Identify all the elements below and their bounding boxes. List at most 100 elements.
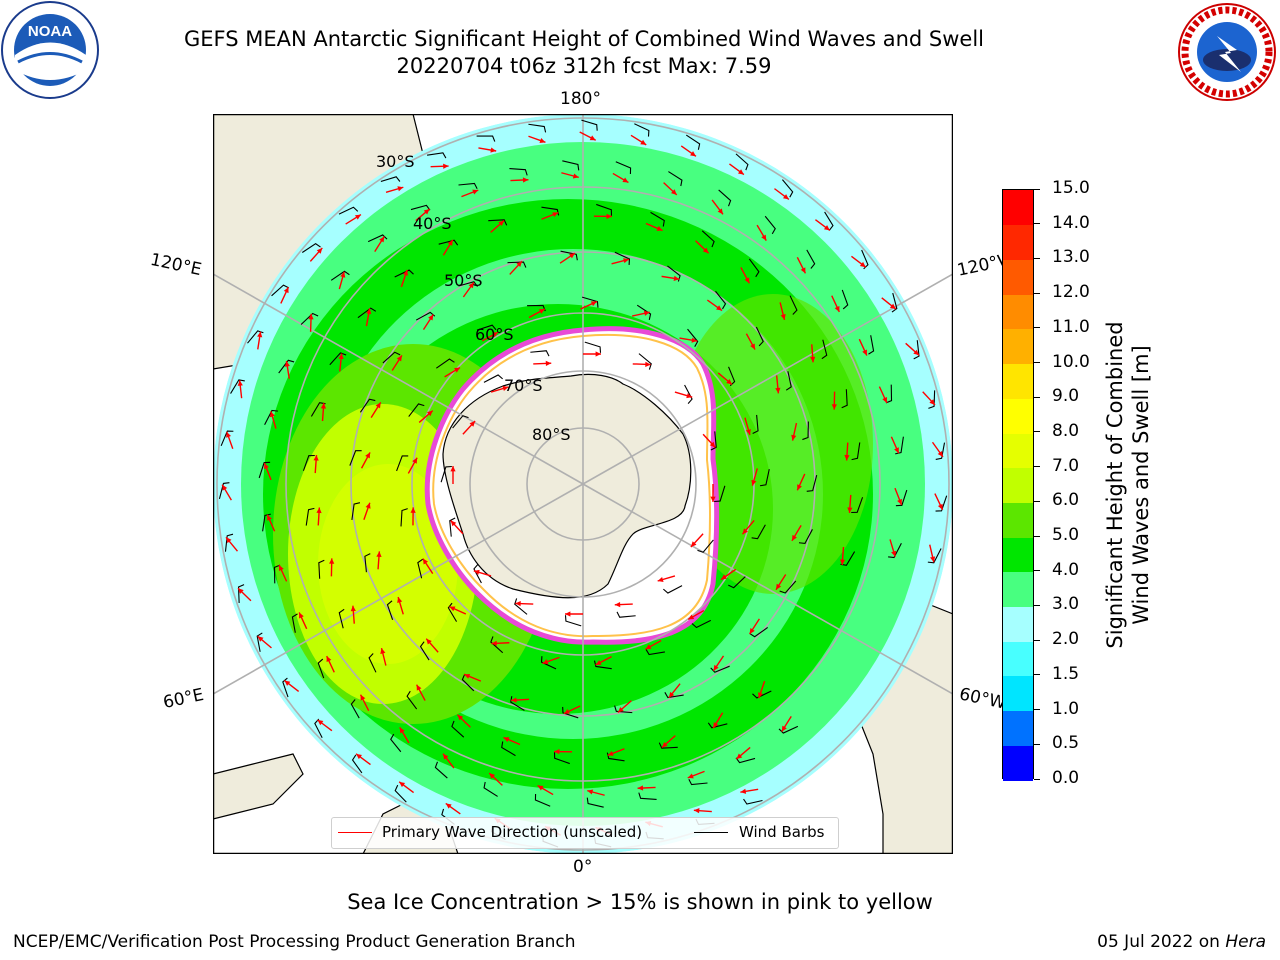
wind-barb: [458, 182, 478, 190]
wind-barb: [282, 677, 289, 698]
wave-arrow-head: [690, 541, 697, 547]
wave-arrow-head: [356, 753, 362, 760]
colorbar-tick: [1034, 778, 1040, 780]
wave-arrow-head: [937, 450, 943, 457]
wind-barb: [668, 171, 683, 187]
wind-barb: [258, 461, 271, 479]
wave-arrow-head: [222, 484, 228, 491]
wind-barb: [841, 289, 849, 310]
wind-barb: [451, 720, 465, 738]
wave-arrow-head: [673, 275, 680, 281]
wave-arrow-head: [454, 367, 461, 373]
wind-barb: [586, 797, 604, 808]
colorbar-segment: [1003, 467, 1033, 503]
wave-arrow-head: [745, 429, 751, 436]
wave-arrow-head: [744, 277, 750, 284]
wave-arrow-head: [472, 189, 479, 195]
wave-arrow-head: [375, 402, 381, 409]
wind-barb: [218, 482, 230, 500]
wave-arrow-head: [397, 186, 404, 192]
date-stamp: 05 Jul 2022 on Hera: [1097, 932, 1266, 952]
wave-arrow-head: [360, 694, 366, 701]
wave-arrow-head: [410, 507, 416, 513]
colorbar-tick: [1034, 639, 1040, 641]
wave-arrow-head: [267, 514, 272, 521]
noaa-logo: NOAA: [0, 0, 104, 108]
wind-barb: [302, 454, 315, 471]
wave-arrow-head: [740, 788, 747, 794]
wave-arrow-head: [623, 258, 629, 264]
wave-arrow-head: [464, 673, 471, 679]
wave-arrow-head: [607, 750, 614, 756]
wave-arrow-head: [284, 361, 290, 367]
graticule: [213, 114, 953, 854]
wave-arrow-head: [913, 349, 920, 356]
wave-arrow-head: [713, 722, 719, 729]
wind-barb: [687, 328, 699, 347]
wave-arrow-head: [522, 177, 529, 183]
wave-arrow-head: [742, 528, 748, 535]
wave-arrow-head: [590, 301, 597, 307]
wave-arrow-head: [671, 189, 677, 195]
wave-arrow-head: [423, 208, 430, 215]
wave-arrow-head: [897, 498, 903, 505]
wind-barb: [684, 384, 693, 404]
wave-arrow-head: [226, 431, 232, 438]
colorbar-segment: [1003, 710, 1033, 746]
wind-barb: [645, 649, 665, 656]
wave-arrow-head: [839, 559, 846, 565]
wave-arrow-head: [397, 597, 403, 603]
wind-barb: [562, 160, 580, 171]
colorbar-tick: [1034, 327, 1040, 329]
chart-subtitle: 20220704 t06z 312h fcst Max: 7.59: [396, 54, 772, 78]
wave-arrow-head: [614, 601, 621, 608]
colorbar-segment: [1003, 606, 1033, 642]
map-border: [213, 114, 953, 854]
colorbar-tick: [1034, 396, 1040, 398]
wave-arrow-head: [226, 537, 232, 544]
wind-barb: [350, 699, 360, 719]
wave-arrow-head: [313, 455, 319, 461]
wind-barb: [449, 517, 456, 537]
colorbar-tick-label: 10.0: [1052, 351, 1090, 372]
colorbar-tick: [1034, 743, 1040, 745]
wind-barb: [785, 371, 792, 391]
wind-barb: [410, 204, 431, 211]
wind-barb: [510, 696, 525, 711]
wave-arrow-head: [380, 648, 386, 655]
colorbar-tick-label: 15.0: [1052, 178, 1090, 198]
wind-barb: [528, 123, 547, 133]
wave-arrow-head: [457, 714, 464, 721]
lat-label-70s: 70°S: [504, 376, 543, 395]
wind-barb: [220, 430, 234, 447]
wind-barb: [752, 414, 759, 434]
wave-arrow-head: [316, 507, 322, 514]
wave-arrow-head: [237, 380, 243, 386]
wave-arrow-head: [469, 421, 476, 427]
wind-barb: [802, 421, 809, 441]
wind-barb: [759, 469, 770, 487]
wind-barb: [664, 692, 684, 699]
wind-barb: [596, 203, 613, 216]
lat-label-40s: 40°S: [413, 214, 452, 233]
colorbar-tick-label: 2.0: [1052, 629, 1080, 650]
wind-barb: [291, 613, 298, 633]
colorbar-segment: [1003, 259, 1033, 295]
wind-barb: [888, 543, 902, 559]
wave-arrow-head: [587, 789, 594, 795]
wave-arrow-head: [606, 213, 612, 219]
polar-map: [213, 114, 953, 854]
wave-arrow-head: [299, 612, 304, 619]
wind-barb: [452, 415, 469, 429]
lat-label-80s: 80°S: [532, 425, 571, 444]
colorbar-tick-label: 0.0: [1052, 768, 1080, 788]
wave-arrow-head: [572, 173, 579, 179]
wind-barb: [364, 553, 371, 573]
wind-barb: [851, 442, 861, 461]
wave-arrow-head: [257, 331, 263, 338]
wave-arrow-head: [709, 441, 716, 448]
wave-arrow-head: [468, 282, 474, 289]
wind-barb: [419, 641, 430, 661]
wind-barb: [636, 304, 652, 320]
wave-arrow-head: [308, 313, 314, 320]
